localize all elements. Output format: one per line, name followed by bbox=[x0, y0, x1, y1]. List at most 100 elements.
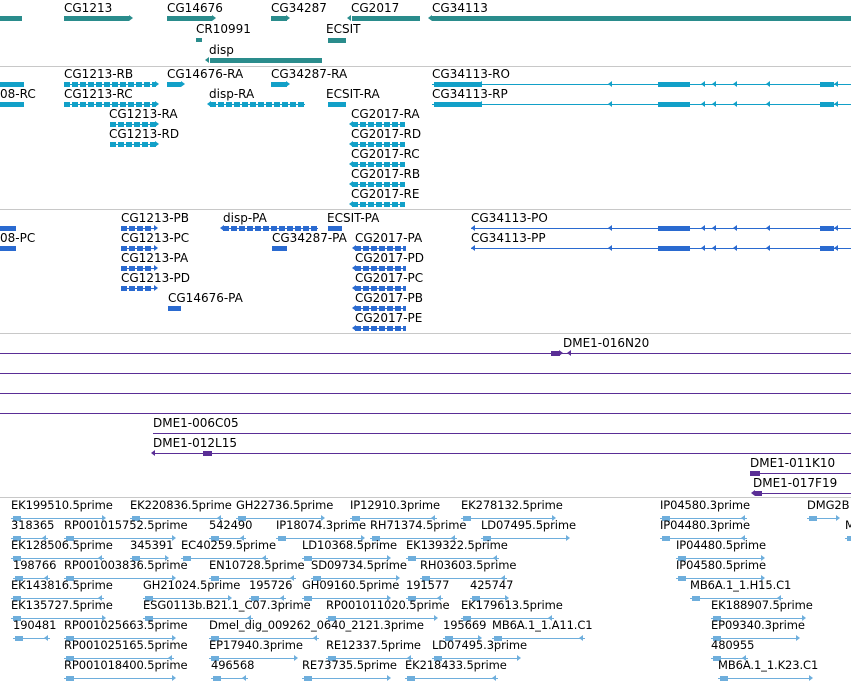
est-block[interactable] bbox=[372, 535, 380, 541]
gene-bar[interactable] bbox=[271, 15, 287, 21]
label-ek218433-5prime[interactable]: EK218433.5prime bbox=[405, 658, 507, 672]
exon-block[interactable] bbox=[395, 305, 401, 311]
exon-block[interactable] bbox=[137, 245, 143, 251]
label-cg1213[interactable]: CG1213 bbox=[64, 1, 113, 15]
exon-block[interactable] bbox=[400, 121, 405, 127]
est-block[interactable] bbox=[13, 615, 21, 621]
exon-block[interactable] bbox=[96, 101, 102, 107]
est-block[interactable] bbox=[211, 655, 219, 661]
exon-block[interactable] bbox=[403, 285, 406, 291]
exon-block[interactable] bbox=[355, 265, 361, 271]
exon-block[interactable] bbox=[379, 325, 385, 331]
est-block[interactable] bbox=[352, 515, 360, 521]
exon-block[interactable] bbox=[145, 245, 151, 251]
exon-block[interactable] bbox=[387, 265, 393, 271]
label-cg14676-pa[interactable]: CG14676-PA bbox=[168, 291, 243, 305]
exon-block[interactable] bbox=[379, 265, 385, 271]
label-cg1213-pa[interactable]: CG1213-PA bbox=[121, 251, 189, 265]
label-cg1213-rd[interactable]: CG1213-RD bbox=[109, 127, 180, 141]
exon-block[interactable] bbox=[129, 225, 135, 231]
exon-block[interactable] bbox=[137, 225, 143, 231]
est-block[interactable] bbox=[183, 555, 191, 561]
label-rp001011020-5prime[interactable]: RP001011020.5prime bbox=[326, 598, 450, 612]
exon-block[interactable] bbox=[271, 225, 277, 231]
exon-block[interactable] bbox=[400, 201, 405, 207]
label-rh03603-5prime[interactable]: RH03603.5prime bbox=[420, 558, 517, 572]
label-ek135727-5prime[interactable]: EK135727.5prime bbox=[11, 598, 113, 612]
exon-block[interactable] bbox=[355, 245, 361, 251]
exon-block[interactable] bbox=[287, 225, 293, 231]
exon-block[interactable] bbox=[387, 325, 393, 331]
exon-block[interactable] bbox=[247, 225, 253, 231]
exon-block[interactable] bbox=[145, 285, 151, 291]
exon-block[interactable] bbox=[355, 285, 361, 291]
est-block[interactable] bbox=[720, 675, 728, 681]
est-block[interactable] bbox=[13, 595, 21, 601]
label-496568[interactable]: 496568 bbox=[211, 658, 255, 672]
label-ip18074-3prime[interactable]: IP18074.3prime bbox=[276, 518, 366, 532]
exon-block[interactable] bbox=[255, 225, 261, 231]
exon-block[interactable] bbox=[136, 81, 142, 87]
exon-block[interactable] bbox=[363, 325, 369, 331]
exon-block[interactable] bbox=[112, 81, 118, 87]
exon-block[interactable] bbox=[658, 81, 690, 87]
label-190481[interactable]: 190481 bbox=[13, 618, 57, 632]
est-block[interactable] bbox=[678, 575, 686, 581]
exon-block[interactable] bbox=[96, 81, 102, 87]
label-cg1213-pb[interactable]: CG1213-PB bbox=[121, 211, 190, 225]
est-block[interactable] bbox=[145, 615, 153, 621]
exon-block[interactable] bbox=[80, 101, 86, 107]
exon-block[interactable] bbox=[376, 121, 382, 127]
exon-block[interactable] bbox=[376, 161, 382, 167]
exon-block[interactable] bbox=[152, 101, 156, 107]
est-block[interactable] bbox=[15, 635, 23, 641]
label-195669[interactable]: 195669 bbox=[443, 618, 487, 632]
exon-block[interactable] bbox=[80, 81, 86, 87]
exon-block[interactable] bbox=[658, 245, 690, 251]
exon-block[interactable] bbox=[371, 325, 377, 331]
label-cg34113[interactable]: CG34113 bbox=[432, 1, 488, 15]
est-block[interactable] bbox=[445, 635, 453, 641]
exon-block[interactable] bbox=[134, 141, 140, 147]
est-block[interactable] bbox=[213, 675, 221, 681]
label-cg34287-ra[interactable]: CG34287-RA bbox=[271, 67, 348, 81]
exon-block[interactable] bbox=[72, 101, 78, 107]
exon-block[interactable] bbox=[658, 225, 690, 231]
label-cg14676-ra[interactable]: CG14676-RA bbox=[167, 67, 244, 81]
label-cg1213-ra[interactable]: CG1213-RA bbox=[109, 107, 178, 121]
label-08-pc[interactable]: 08-PC bbox=[0, 231, 36, 245]
label-ecsit[interactable]: ECSIT bbox=[326, 22, 361, 36]
exon-block[interactable] bbox=[129, 265, 135, 271]
est-block[interactable] bbox=[463, 515, 471, 521]
exon-block[interactable] bbox=[371, 285, 377, 291]
exon-block[interactable] bbox=[121, 225, 127, 231]
label-ek199510-5prime[interactable]: EK199510.5prime bbox=[11, 498, 113, 512]
exon-block[interactable] bbox=[110, 121, 116, 127]
exon-block[interactable] bbox=[223, 225, 229, 231]
label-mb6a-1-1-h15-c1[interactable]: MB6A.1_1.H15.C1 bbox=[690, 578, 792, 592]
exon-block[interactable] bbox=[88, 101, 94, 107]
exon-block[interactable] bbox=[363, 285, 369, 291]
exon-block[interactable] bbox=[290, 101, 296, 107]
gene-bar[interactable] bbox=[196, 38, 202, 42]
label-ld10368-5prime[interactable]: LD10368.5prime bbox=[302, 538, 397, 552]
label-rp001003836-5prime[interactable]: RP001003836.5prime bbox=[64, 558, 188, 572]
exon-block[interactable] bbox=[352, 201, 358, 207]
exon-block[interactable] bbox=[274, 101, 280, 107]
exon-block[interactable] bbox=[0, 225, 16, 231]
exon-block[interactable] bbox=[104, 81, 110, 87]
exon-block[interactable] bbox=[403, 265, 406, 271]
exon-block[interactable] bbox=[145, 225, 151, 231]
exon-block[interactable] bbox=[400, 161, 405, 167]
est-block[interactable] bbox=[847, 535, 851, 541]
exon-block[interactable] bbox=[303, 225, 309, 231]
exon-block[interactable] bbox=[144, 101, 150, 107]
label-318365[interactable]: 318365 bbox=[11, 518, 55, 532]
label-ek179613-5prime[interactable]: EK179613.5prime bbox=[461, 598, 563, 612]
label-cg34113-ro[interactable]: CG34113-RO bbox=[432, 67, 510, 81]
exon-block[interactable] bbox=[112, 101, 118, 107]
label-mb6a-1-1-k23-c1[interactable]: MB6A.1_1.K23.C1 bbox=[718, 658, 819, 672]
est-block[interactable] bbox=[278, 535, 286, 541]
est-block[interactable] bbox=[662, 535, 670, 541]
label-en10728-5prime[interactable]: EN10728.5prime bbox=[209, 558, 305, 572]
